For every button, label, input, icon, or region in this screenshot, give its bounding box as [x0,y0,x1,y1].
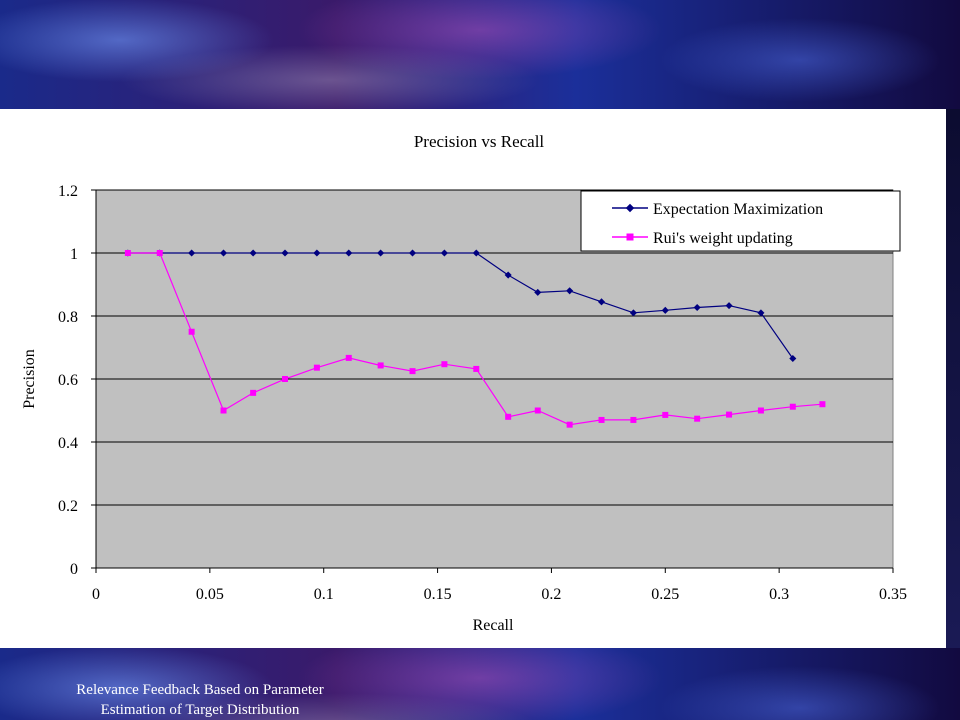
series-0-point [313,249,321,257]
chart-title: Precision vs Recall [414,132,545,151]
series-0-point [188,249,196,257]
x-tick-label: 0.2 [541,586,561,603]
series-1-point [473,365,480,372]
y-axis-label: Precision [21,349,38,409]
chart-panel: Precision vs Recall Recall Precision 0 0.… [0,109,946,648]
series-0-point [566,287,574,295]
legend-marker-rui [626,233,634,241]
series-1-point [726,411,733,418]
series-0-point [504,271,512,279]
series-0-point [757,309,765,317]
series-1-point [694,415,701,422]
legend-label-em: Expectation Maximization [653,201,823,218]
series-1-point [534,407,541,414]
legend-label-rui: Rui's weight updating [653,230,793,247]
series-0-point [440,249,448,257]
legend-box [580,190,901,252]
series-1-point [220,407,227,414]
series-0-point [345,249,353,257]
series-0-point [661,306,669,314]
caption-line-2: Estimation of Target Distribution [100,702,300,718]
series-0-point [377,249,385,257]
series-0-point [725,302,733,310]
caption-line-1: Relevance Feedback Based on Parameter [76,682,324,698]
x-tick-label: 0.35 [879,586,907,603]
series-0-point [534,288,542,296]
y-tick-label: 1 [70,246,78,263]
x-axis-label: Recall [473,617,514,634]
y-tick-label: 0.8 [58,309,78,326]
series-1-point [757,407,764,414]
series-1-point [566,421,573,428]
series-1-point [313,364,320,371]
y-tick-label: 1.2 [58,183,78,200]
series-0-point [693,303,701,312]
series-1-point [789,403,796,410]
series-1-point [630,416,637,423]
plot-layer: 0 0.2 0.4 0.6 0.8 1 1.2 0 0.05 0.1 0.15 0.2 0.25 0.3 0… [58,183,907,603]
series-1-point [250,389,257,396]
y-tick-label: 0.2 [58,498,78,515]
series-0-point [249,249,257,257]
series-1-point [819,401,826,408]
precision-recall-chart: Precision vs Recall Recall Precision 0 0.… [21,132,907,634]
series-0-point [789,354,797,363]
x-tick-label: 0 [92,586,100,603]
x-tick-label: 0.25 [651,586,679,603]
series-1-point [377,362,384,369]
series-1-point [188,328,195,335]
series-0-point [629,309,637,317]
series-1-point [282,376,289,382]
series-line-0 [127,252,794,359]
footer-caption: Relevance Feedback Based on Parameter Es… [0,680,400,720]
background-bottom-band [0,648,960,720]
series-1-point [345,354,352,361]
y-tick-label: 0.6 [58,372,78,389]
x-tick-label: 0.15 [424,586,452,603]
series-0-point [281,249,289,257]
series-0-point [597,298,606,306]
x-tick-label: 0.05 [196,586,224,603]
background-top-band [0,0,960,109]
x-tick-label: 0.1 [314,586,334,603]
y-tick-label: 0 [70,561,78,578]
x-tick-label: 0.3 [769,586,789,603]
y-tick-label: 0.4 [58,435,78,452]
series-0-point [472,249,480,257]
legend: Expectation Maximization Rui's weight up… [580,190,901,252]
series-0-point [408,249,417,257]
series-1-point [662,411,669,418]
series-1-point [124,250,131,256]
background-right-strip [946,109,960,648]
series-1-point [409,368,416,375]
series-0-point [219,249,228,257]
series-1-point [505,413,512,420]
series-1-point [441,361,448,368]
series-1-point [156,250,163,256]
series-1-point [598,416,605,423]
